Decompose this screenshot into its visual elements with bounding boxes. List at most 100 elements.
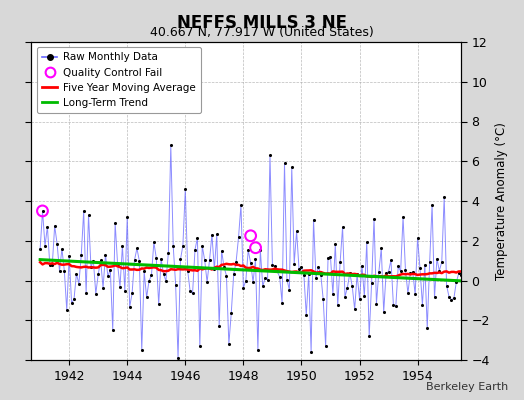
Point <box>208 232 216 238</box>
Point <box>246 232 255 239</box>
Point <box>430 294 439 301</box>
Point <box>65 253 73 259</box>
Point <box>113 261 122 267</box>
Point <box>423 325 431 331</box>
Point <box>304 270 313 277</box>
Point <box>249 279 257 285</box>
Point <box>92 290 100 297</box>
Point <box>239 284 247 291</box>
Point <box>302 312 311 318</box>
Point <box>133 245 141 252</box>
Point <box>147 272 156 278</box>
Point <box>230 271 238 278</box>
Point <box>297 264 305 270</box>
Point <box>164 250 172 256</box>
Point <box>195 343 204 349</box>
Point <box>256 246 265 253</box>
Point <box>261 275 269 281</box>
Point <box>341 294 349 300</box>
Point <box>353 271 361 277</box>
Point <box>384 268 392 275</box>
Point <box>205 257 214 264</box>
Point <box>285 286 293 293</box>
Point <box>140 268 148 275</box>
Point <box>452 279 461 286</box>
Text: Berkeley Earth: Berkeley Earth <box>426 382 508 392</box>
Point <box>326 254 335 260</box>
Point <box>469 219 477 225</box>
Point <box>278 300 286 306</box>
Point <box>319 296 328 303</box>
Point <box>382 270 390 276</box>
Point <box>300 271 308 278</box>
Point <box>401 267 410 274</box>
Point <box>143 294 151 300</box>
Point <box>292 228 301 234</box>
Point <box>152 255 160 261</box>
Point <box>36 246 45 252</box>
Point <box>252 256 260 262</box>
Point <box>403 290 412 296</box>
Point <box>225 341 233 347</box>
Point <box>155 301 163 307</box>
Point <box>372 300 380 307</box>
Point <box>60 268 69 274</box>
Point <box>58 246 66 252</box>
Point <box>399 214 407 220</box>
Point <box>348 283 356 290</box>
Point <box>96 257 105 264</box>
Point <box>466 284 475 290</box>
Point <box>53 240 61 247</box>
Point <box>220 264 228 270</box>
Point <box>70 296 78 302</box>
Point <box>210 266 219 272</box>
Point <box>125 304 134 310</box>
Point <box>411 291 419 297</box>
Point <box>189 290 197 297</box>
Point <box>150 239 158 246</box>
Point <box>409 269 417 275</box>
Point <box>379 309 388 315</box>
Point <box>116 284 124 290</box>
Point <box>336 259 344 265</box>
Point <box>418 302 427 308</box>
Point <box>101 252 110 258</box>
Point <box>435 268 443 274</box>
Point <box>198 243 206 249</box>
Point <box>111 220 119 226</box>
Point <box>167 142 175 148</box>
Point <box>89 258 97 264</box>
Point <box>72 270 81 277</box>
Point <box>176 256 184 263</box>
Point <box>464 246 473 253</box>
Point <box>130 257 139 263</box>
Point <box>46 262 54 268</box>
Point <box>118 243 127 249</box>
Point <box>56 268 64 274</box>
Point <box>258 283 267 290</box>
Point <box>244 247 253 253</box>
Point <box>442 282 451 289</box>
Point <box>266 152 274 158</box>
Point <box>425 259 434 265</box>
Point <box>394 263 402 270</box>
Point <box>280 160 289 166</box>
Point <box>365 333 374 339</box>
Point <box>217 248 226 254</box>
Text: NEFFS MILLS 3 NE: NEFFS MILLS 3 NE <box>177 14 347 32</box>
Point <box>179 242 187 249</box>
Point <box>222 272 231 279</box>
Text: 40.667 N, 77.917 W (United States): 40.667 N, 77.917 W (United States) <box>150 26 374 39</box>
Point <box>276 274 284 280</box>
Point <box>203 279 211 285</box>
Point <box>283 276 291 283</box>
Point <box>108 327 117 333</box>
Point <box>377 245 386 252</box>
Point <box>324 254 332 261</box>
Point <box>104 273 112 279</box>
Point <box>428 202 436 208</box>
Point <box>309 216 318 223</box>
Point <box>174 355 182 361</box>
Point <box>268 262 277 268</box>
Point <box>215 323 223 329</box>
